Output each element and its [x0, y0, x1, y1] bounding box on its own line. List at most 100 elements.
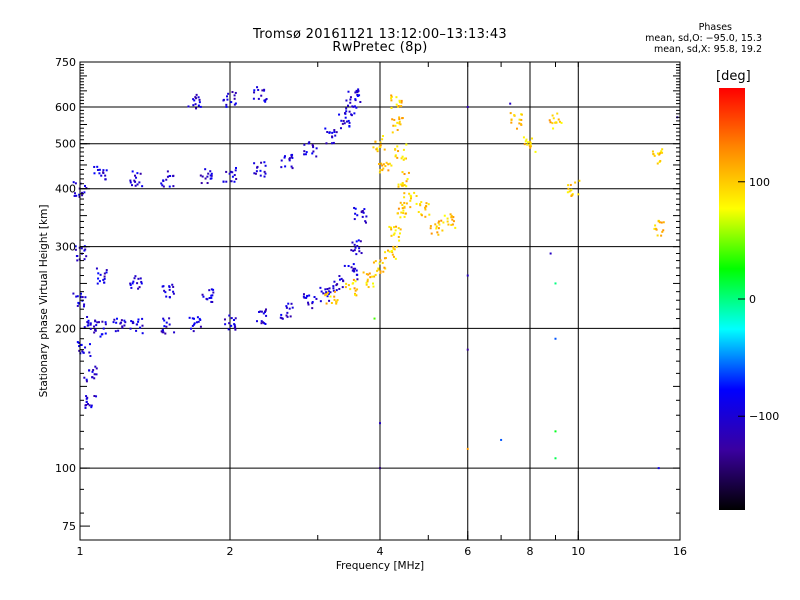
echo-point [324, 294, 327, 297]
echo-point [338, 278, 341, 281]
echo-point [325, 142, 328, 145]
echo-point [199, 325, 202, 328]
echo-point [397, 150, 400, 153]
echo-point [520, 123, 523, 126]
echo-point [387, 249, 390, 252]
echo-point [393, 248, 396, 251]
echo-point [136, 282, 139, 285]
echo-point [361, 215, 364, 218]
echo-point [379, 144, 382, 147]
echo-point [261, 89, 264, 92]
echo-point [555, 121, 558, 124]
echo-point [94, 319, 97, 322]
echo-point [383, 266, 386, 269]
echo-point [305, 296, 308, 299]
echo-point [571, 193, 574, 196]
echo-point [163, 319, 166, 322]
echo-point [395, 103, 398, 106]
echo-point [399, 123, 402, 126]
echo-point [291, 306, 294, 309]
phase-header: Phases [698, 22, 732, 33]
echo-point [132, 321, 135, 324]
echo-point [358, 94, 361, 97]
echo-point [284, 165, 287, 168]
echo-point [398, 101, 401, 104]
echo-point [357, 88, 360, 91]
echo-point [88, 369, 91, 372]
echo-point [378, 171, 381, 174]
echo-point [397, 104, 400, 107]
echo-point [349, 96, 352, 99]
echo-point [438, 220, 441, 223]
y-tick-label: 500 [55, 138, 76, 151]
echo-point [163, 289, 166, 292]
echo-point [307, 142, 310, 145]
echo-point [75, 255, 78, 258]
echo-point [382, 163, 385, 166]
echo-point [332, 289, 335, 292]
echo-point [446, 217, 449, 220]
echo-point [434, 223, 437, 226]
echo-point [354, 98, 357, 101]
echo-point [285, 306, 288, 309]
echo-point [353, 105, 356, 108]
echo-point [94, 328, 97, 331]
echo-point [225, 103, 228, 106]
echo-point [401, 155, 404, 158]
echo-point [331, 135, 334, 138]
echo-point [403, 157, 406, 160]
echo-point [374, 260, 377, 263]
echo-point [233, 180, 236, 183]
echo-point [234, 169, 237, 172]
echo-point [333, 290, 336, 293]
echo-point [166, 175, 169, 178]
echo-point [260, 310, 263, 313]
echo-point [526, 141, 529, 144]
scattered-point [379, 422, 381, 425]
echo-point [120, 321, 123, 324]
echo-point [283, 155, 286, 158]
echo-point [345, 282, 348, 285]
echo-point [558, 120, 561, 123]
colorbar-tick-label: 0 [749, 293, 756, 306]
echo-point [265, 98, 268, 101]
echo-point [192, 330, 195, 333]
echo-point [303, 150, 306, 153]
echo-point [352, 263, 355, 266]
scattered-point [466, 348, 469, 351]
chart-title: Tromsø 20161121 13:12:00–13:13:43 [252, 27, 508, 42]
echo-point [362, 271, 365, 274]
echo-point [656, 162, 659, 165]
echo-point [662, 221, 665, 224]
echo-point [658, 161, 661, 164]
echo-point [192, 98, 195, 101]
echo-point [387, 163, 390, 166]
x-tick-label: 4 [377, 545, 384, 558]
echo-point [80, 247, 83, 250]
echo-point [404, 212, 407, 215]
echo-point [335, 289, 338, 292]
echo-point [262, 321, 265, 324]
echo-point [348, 110, 351, 113]
echo-point [98, 280, 101, 283]
echo-point [390, 99, 393, 102]
echo-point [397, 227, 400, 230]
echo-point [340, 277, 343, 280]
echo-point [129, 283, 132, 286]
echo-point [338, 113, 341, 116]
echo-point [137, 320, 140, 323]
echo-point [233, 174, 236, 177]
echo-point [132, 280, 135, 283]
echo-point [287, 302, 290, 305]
echo-point [443, 214, 446, 217]
echo-point [327, 290, 330, 293]
echo-point [234, 166, 237, 169]
echo-point [234, 102, 237, 105]
colorbar-tick-label: 100 [749, 176, 770, 189]
x-tick-label: 8 [527, 545, 534, 558]
echo-point [161, 285, 164, 288]
echo-point [93, 325, 96, 328]
colorbar-ticks: 100 0 −100 [738, 176, 779, 423]
echo-point [405, 185, 408, 188]
echo-point [195, 97, 198, 100]
